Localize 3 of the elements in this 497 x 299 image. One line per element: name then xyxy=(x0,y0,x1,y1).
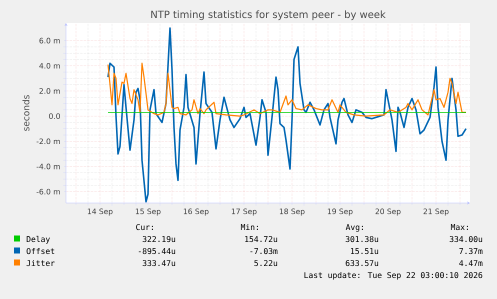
chart-title: NTP timing statistics for system peer - by week xyxy=(151,10,386,20)
y-axis-title: seconds xyxy=(22,95,30,131)
line-series xyxy=(107,27,467,203)
